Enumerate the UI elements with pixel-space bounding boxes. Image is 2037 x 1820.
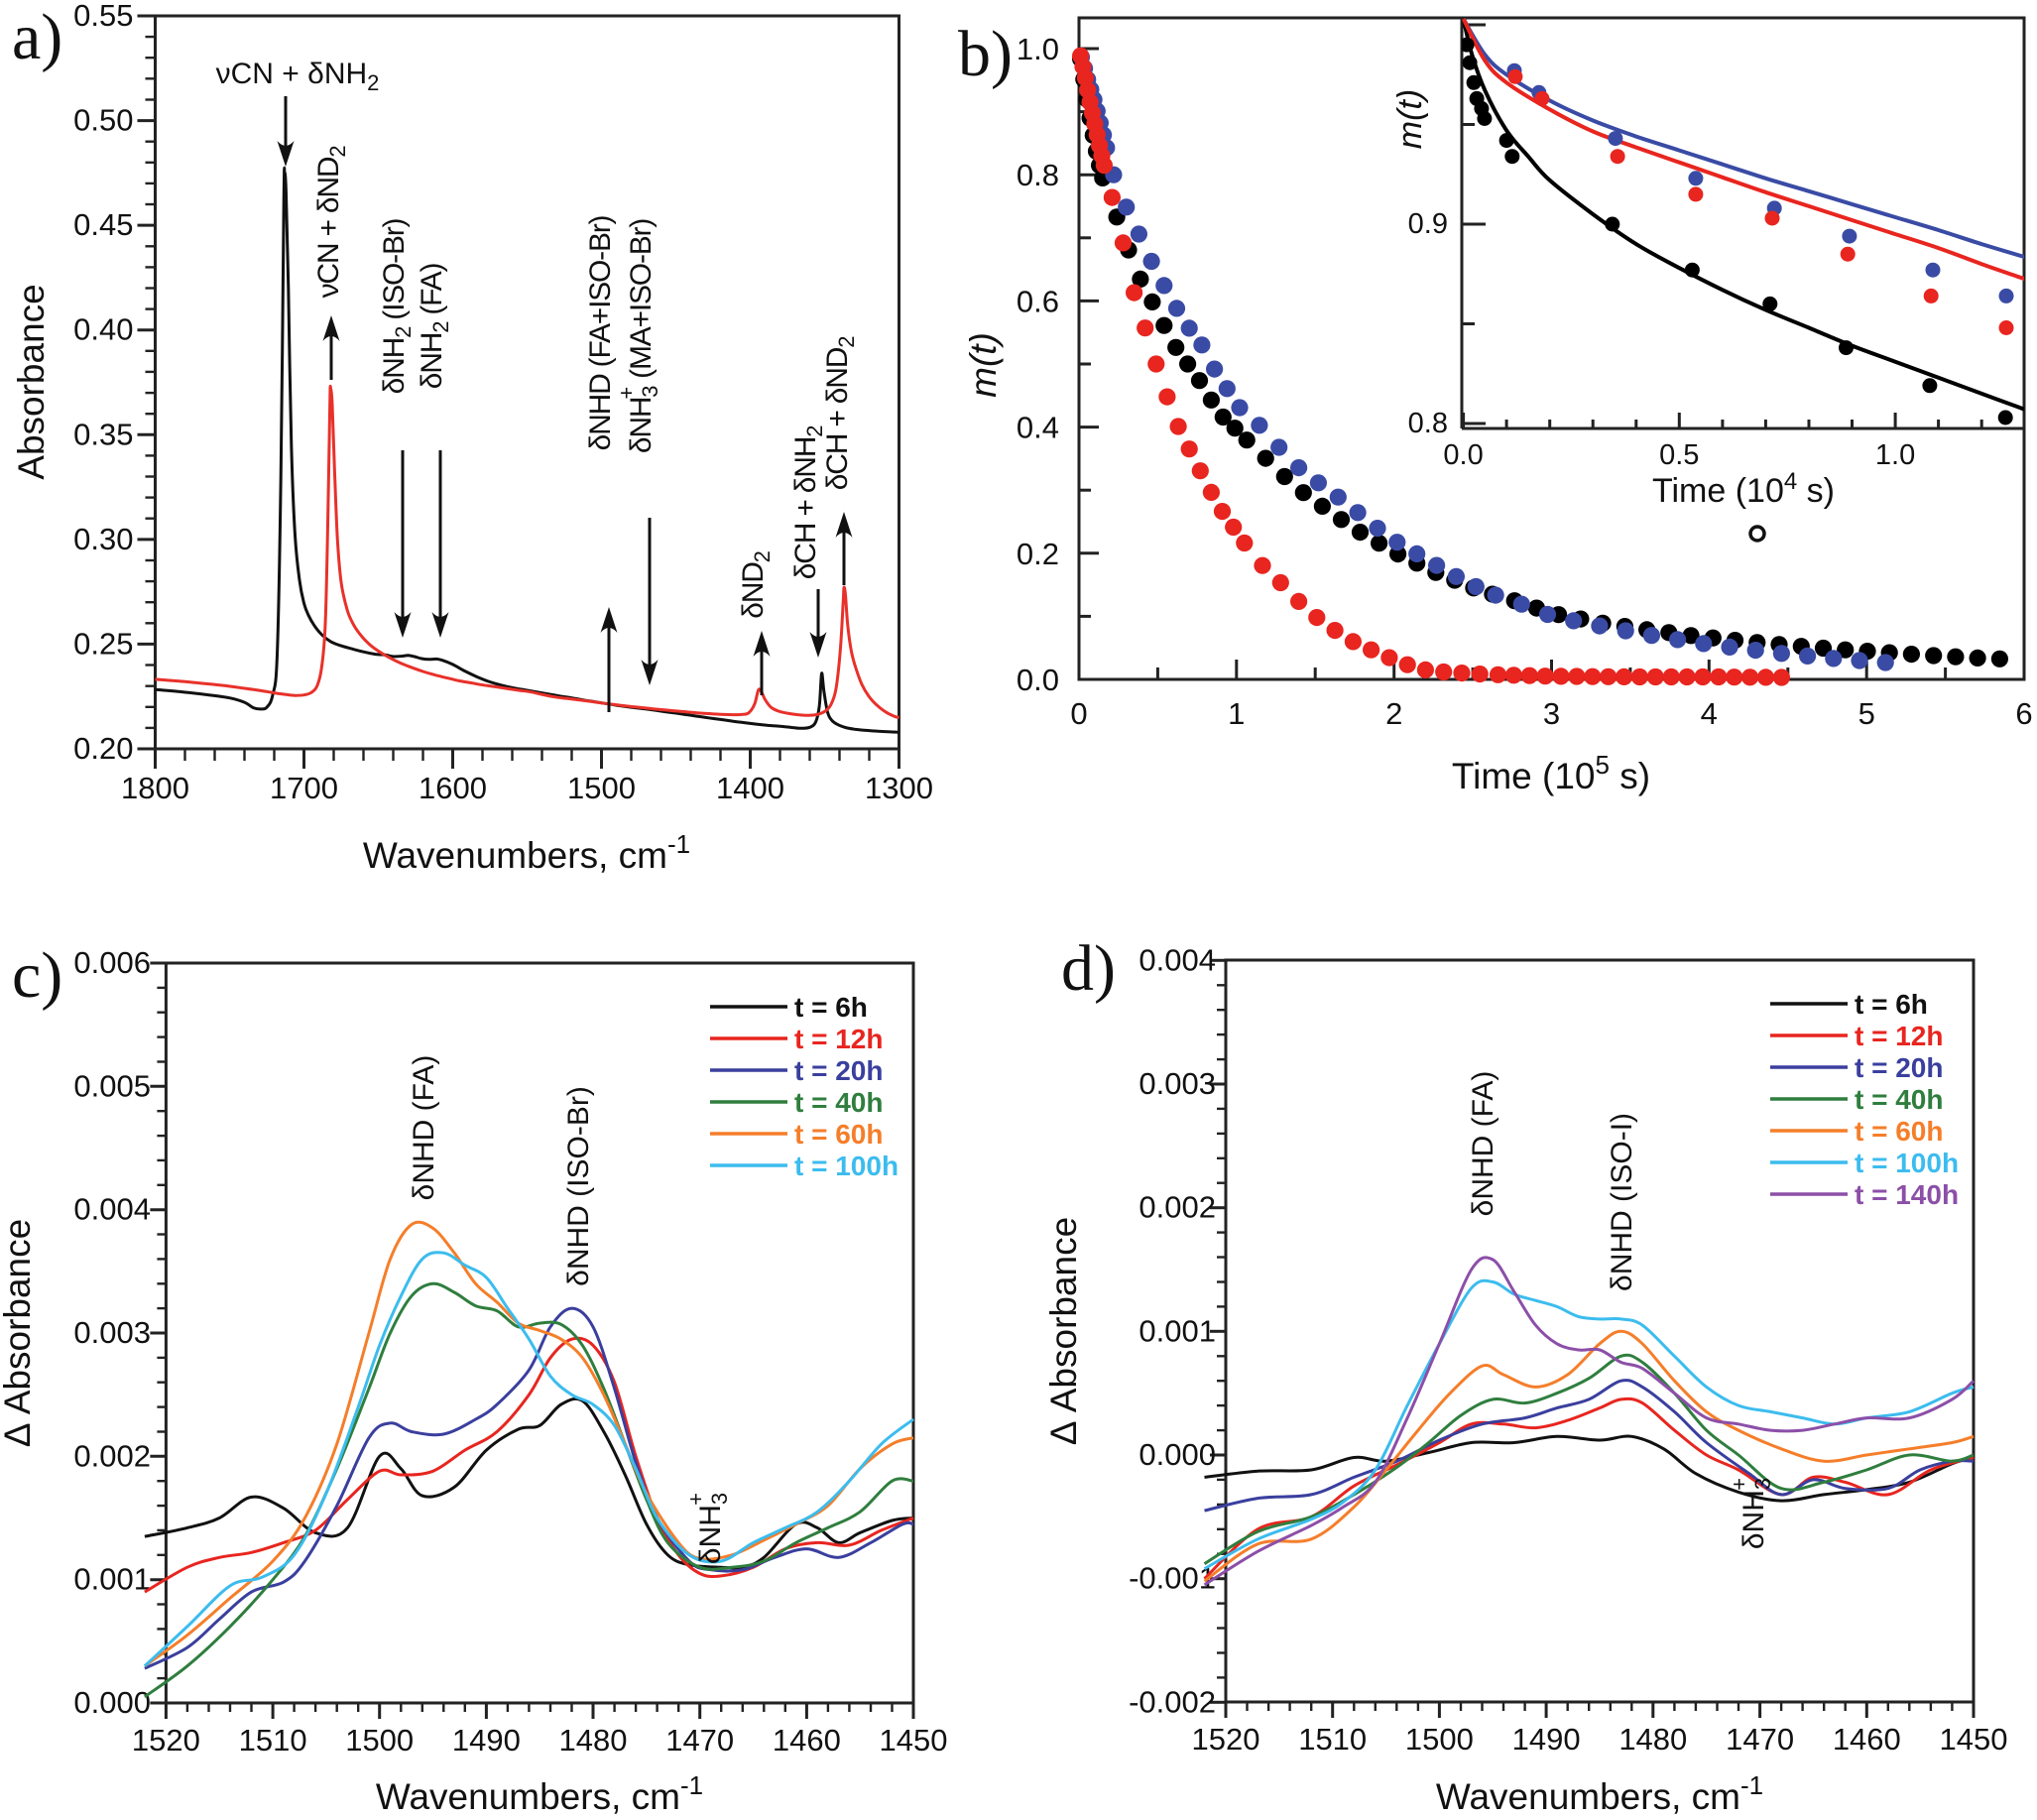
svg-text:d): d) bbox=[1061, 932, 1116, 1005]
svg-text:0.006: 0.006 bbox=[73, 945, 151, 980]
svg-text:Δ Absorbance: Δ Absorbance bbox=[0, 1219, 38, 1447]
svg-text:0.003: 0.003 bbox=[73, 1315, 151, 1350]
svg-text:1520: 1520 bbox=[1192, 1722, 1260, 1757]
svg-text:0.4: 0.4 bbox=[1017, 411, 1059, 445]
svg-text:6: 6 bbox=[2015, 696, 2032, 731]
svg-text:1510: 1510 bbox=[239, 1723, 307, 1758]
svg-text:0.004: 0.004 bbox=[73, 1192, 151, 1227]
svg-text:0: 0 bbox=[1070, 696, 1087, 731]
svg-text:1460: 1460 bbox=[1833, 1722, 1901, 1757]
svg-text:t = 140h: t = 140h bbox=[1855, 1179, 1959, 1210]
svg-text:0.8: 0.8 bbox=[1017, 158, 1059, 192]
svg-text:1300: 1300 bbox=[865, 771, 933, 805]
svg-text:b): b) bbox=[958, 18, 1013, 90]
svg-text:0.001: 0.001 bbox=[73, 1562, 151, 1597]
svg-text:0.55: 0.55 bbox=[73, 0, 133, 33]
svg-text:0.5: 0.5 bbox=[1659, 439, 1699, 471]
svg-text:1500: 1500 bbox=[567, 771, 636, 805]
svg-text:t = 40h: t = 40h bbox=[1855, 1084, 1943, 1115]
svg-text:0.25: 0.25 bbox=[73, 626, 133, 661]
svg-text:1470: 1470 bbox=[665, 1723, 734, 1758]
svg-text:0.2: 0.2 bbox=[1017, 537, 1059, 571]
svg-text:c): c) bbox=[12, 939, 62, 1012]
svg-text:t = 6h: t = 6h bbox=[794, 992, 868, 1023]
svg-text:1: 1 bbox=[1228, 696, 1245, 731]
svg-text:0.002: 0.002 bbox=[73, 1438, 151, 1473]
svg-text:1.0: 1.0 bbox=[1017, 32, 1059, 66]
svg-text:1490: 1490 bbox=[1512, 1722, 1581, 1757]
svg-text:Wavenumbers, cm-1: Wavenumbers, cm-1 bbox=[376, 1770, 703, 1815]
svg-text:1800: 1800 bbox=[121, 771, 189, 805]
svg-text:1480: 1480 bbox=[559, 1723, 628, 1758]
svg-text:δNHD (ISO-Br): δNHD (ISO-Br) bbox=[562, 1086, 595, 1286]
svg-text:0.20: 0.20 bbox=[73, 731, 133, 766]
svg-text:m(t): m(t) bbox=[963, 332, 1004, 398]
svg-text:δNHD (ISO-I): δNHD (ISO-I) bbox=[1606, 1113, 1638, 1291]
svg-text:1700: 1700 bbox=[270, 771, 338, 805]
svg-text:0.0: 0.0 bbox=[1443, 439, 1483, 471]
svg-text:1490: 1490 bbox=[452, 1723, 521, 1758]
svg-text:1460: 1460 bbox=[773, 1723, 841, 1758]
svg-text:t = 12h: t = 12h bbox=[1855, 1021, 1943, 1051]
svg-text:0.35: 0.35 bbox=[73, 417, 133, 451]
svg-text:a): a) bbox=[12, 1, 62, 73]
svg-text:1520: 1520 bbox=[132, 1723, 200, 1758]
svg-text:2: 2 bbox=[1385, 696, 1402, 731]
svg-text:5: 5 bbox=[1858, 696, 1875, 731]
svg-text:0.8: 0.8 bbox=[1408, 408, 1448, 439]
svg-text:3: 3 bbox=[1543, 696, 1560, 731]
svg-text:0.000: 0.000 bbox=[73, 1685, 151, 1720]
svg-text:0.30: 0.30 bbox=[73, 522, 133, 556]
svg-text:δCH + δNH2: δCH + δNH2 bbox=[789, 425, 827, 579]
svg-text:t = 40h: t = 40h bbox=[794, 1087, 883, 1118]
svg-text:1600: 1600 bbox=[419, 771, 487, 805]
svg-text:0.0: 0.0 bbox=[1017, 663, 1059, 697]
svg-text:δNHD (FA): δNHD (FA) bbox=[1467, 1071, 1499, 1217]
svg-text:1400: 1400 bbox=[716, 771, 784, 805]
svg-text:-0.002: -0.002 bbox=[1129, 1684, 1216, 1719]
svg-text:Absorbance: Absorbance bbox=[11, 284, 52, 479]
svg-text:4: 4 bbox=[1701, 696, 1718, 731]
svg-text:t = 20h: t = 20h bbox=[1855, 1052, 1943, 1083]
svg-text:νCN + δNH2: νCN + δNH2 bbox=[216, 58, 380, 95]
svg-text:m(t): m(t) bbox=[1391, 89, 1429, 149]
svg-text:δNHD (FA+ISO-Br): δNHD (FA+ISO-Br) bbox=[584, 215, 617, 450]
svg-text:t = 60h: t = 60h bbox=[1855, 1116, 1943, 1147]
svg-text:0.9: 0.9 bbox=[1408, 208, 1448, 240]
svg-text:0.001: 0.001 bbox=[1138, 1313, 1216, 1348]
svg-text:0.000: 0.000 bbox=[1138, 1437, 1216, 1472]
svg-text:1510: 1510 bbox=[1298, 1722, 1367, 1757]
svg-text:δCH + δND2: δCH + δND2 bbox=[821, 336, 859, 490]
svg-text:1450: 1450 bbox=[880, 1723, 948, 1758]
svg-text:δNHD (FA): δNHD (FA) bbox=[408, 1055, 440, 1201]
svg-text:Wavenumbers, cm-1: Wavenumbers, cm-1 bbox=[1436, 1770, 1763, 1815]
svg-text:1480: 1480 bbox=[1618, 1722, 1687, 1757]
svg-text:Wavenumbers, cm-1: Wavenumbers, cm-1 bbox=[363, 829, 690, 876]
svg-text:t = 60h: t = 60h bbox=[794, 1119, 883, 1150]
svg-text:Time (105 s): Time (105 s) bbox=[1452, 750, 1650, 796]
svg-text:0.002: 0.002 bbox=[1138, 1190, 1216, 1225]
svg-text:t = 6h: t = 6h bbox=[1855, 989, 1928, 1020]
svg-text:t = 100h: t = 100h bbox=[794, 1151, 899, 1181]
svg-text:1450: 1450 bbox=[1940, 1722, 2008, 1757]
svg-text:0.40: 0.40 bbox=[73, 312, 133, 347]
svg-text:t = 12h: t = 12h bbox=[794, 1024, 883, 1054]
svg-text:δNH2 (ISO-Br): δNH2 (ISO-Br) bbox=[378, 218, 416, 394]
svg-text:νCN + δND2: νCN + δND2 bbox=[312, 146, 350, 299]
svg-text:1.0: 1.0 bbox=[1875, 439, 1915, 471]
svg-text:-0.001: -0.001 bbox=[1129, 1561, 1216, 1596]
svg-text:0.003: 0.003 bbox=[1138, 1066, 1216, 1101]
svg-text:t = 20h: t = 20h bbox=[794, 1055, 883, 1086]
svg-text:Time (104 s): Time (104 s) bbox=[1652, 468, 1835, 510]
svg-text:1500: 1500 bbox=[345, 1723, 414, 1758]
svg-text:0.004: 0.004 bbox=[1138, 942, 1216, 977]
svg-text:0.50: 0.50 bbox=[73, 103, 133, 138]
svg-text:0.45: 0.45 bbox=[73, 207, 133, 242]
svg-text:0.005: 0.005 bbox=[73, 1068, 151, 1103]
svg-text:0.6: 0.6 bbox=[1017, 284, 1059, 318]
svg-text:Δ Absorbance: Δ Absorbance bbox=[1043, 1217, 1084, 1445]
svg-text:1470: 1470 bbox=[1726, 1722, 1794, 1757]
svg-text:t = 100h: t = 100h bbox=[1855, 1148, 1959, 1178]
svg-text:1500: 1500 bbox=[1405, 1722, 1474, 1757]
